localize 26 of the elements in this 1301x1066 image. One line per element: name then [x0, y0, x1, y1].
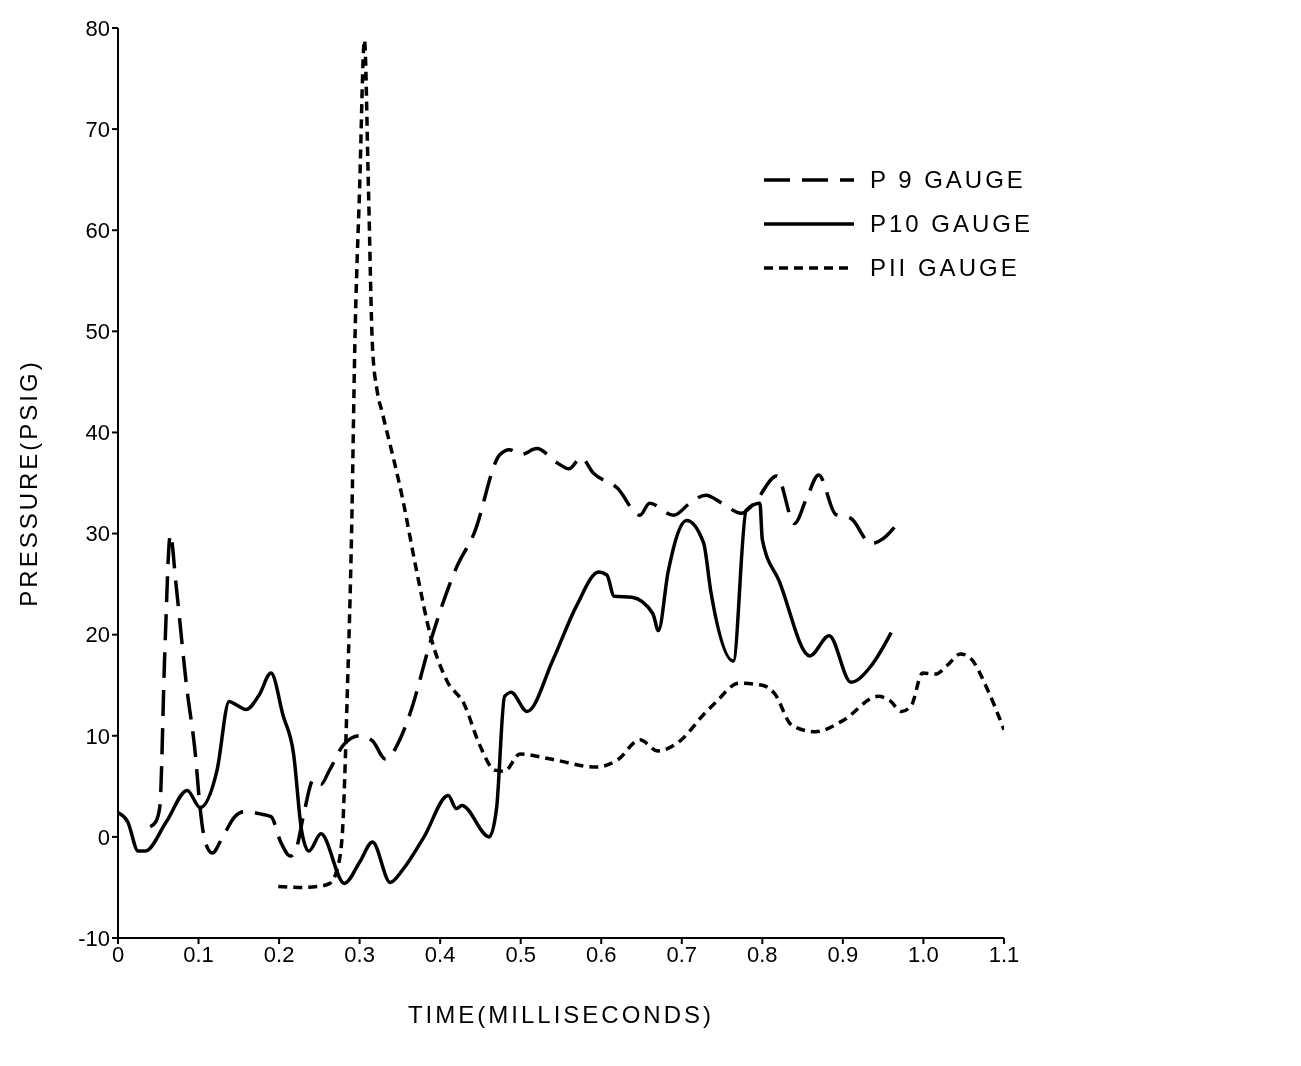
x-tick-label: 0.4	[424, 941, 456, 967]
x-tick-label: 1.1	[988, 941, 1020, 967]
y-tick-label: 70	[85, 116, 110, 142]
legend-label: P 9 GAUGE	[869, 166, 1026, 194]
x-tick-label: 1.0	[908, 941, 939, 967]
y-tick-label: 20	[85, 622, 110, 648]
x-tick-label: 0.6	[585, 941, 617, 967]
legend-label: PII GAUGE	[869, 254, 1020, 282]
y-tick-label: -10	[78, 925, 110, 951]
x-tick-label: 0.7	[666, 941, 698, 967]
y-tick-label: 60	[85, 218, 110, 244]
y-tick-label: 30	[85, 521, 110, 547]
x-tick-label: 0.3	[344, 941, 375, 967]
x-tick-label: 0.1	[183, 941, 214, 967]
y-axis-title: PRESSURE(PSIG)	[14, 359, 42, 607]
y-tick-label: 40	[85, 420, 110, 446]
y-tick-label: 50	[85, 319, 110, 345]
x-axis-title: TIME(MILLISECONDS)	[407, 1001, 714, 1028]
y-tick-label: 80	[85, 15, 110, 41]
y-tick-label: 0	[97, 824, 110, 850]
legend-label: P10 GAUGE	[869, 210, 1033, 238]
x-tick-label: 0.9	[827, 941, 859, 967]
y-tick-label: 10	[85, 723, 110, 749]
x-tick-label: 0.5	[505, 941, 536, 967]
x-tick-label: 0.8	[747, 941, 778, 967]
x-tick-label: 0.2	[263, 941, 295, 967]
